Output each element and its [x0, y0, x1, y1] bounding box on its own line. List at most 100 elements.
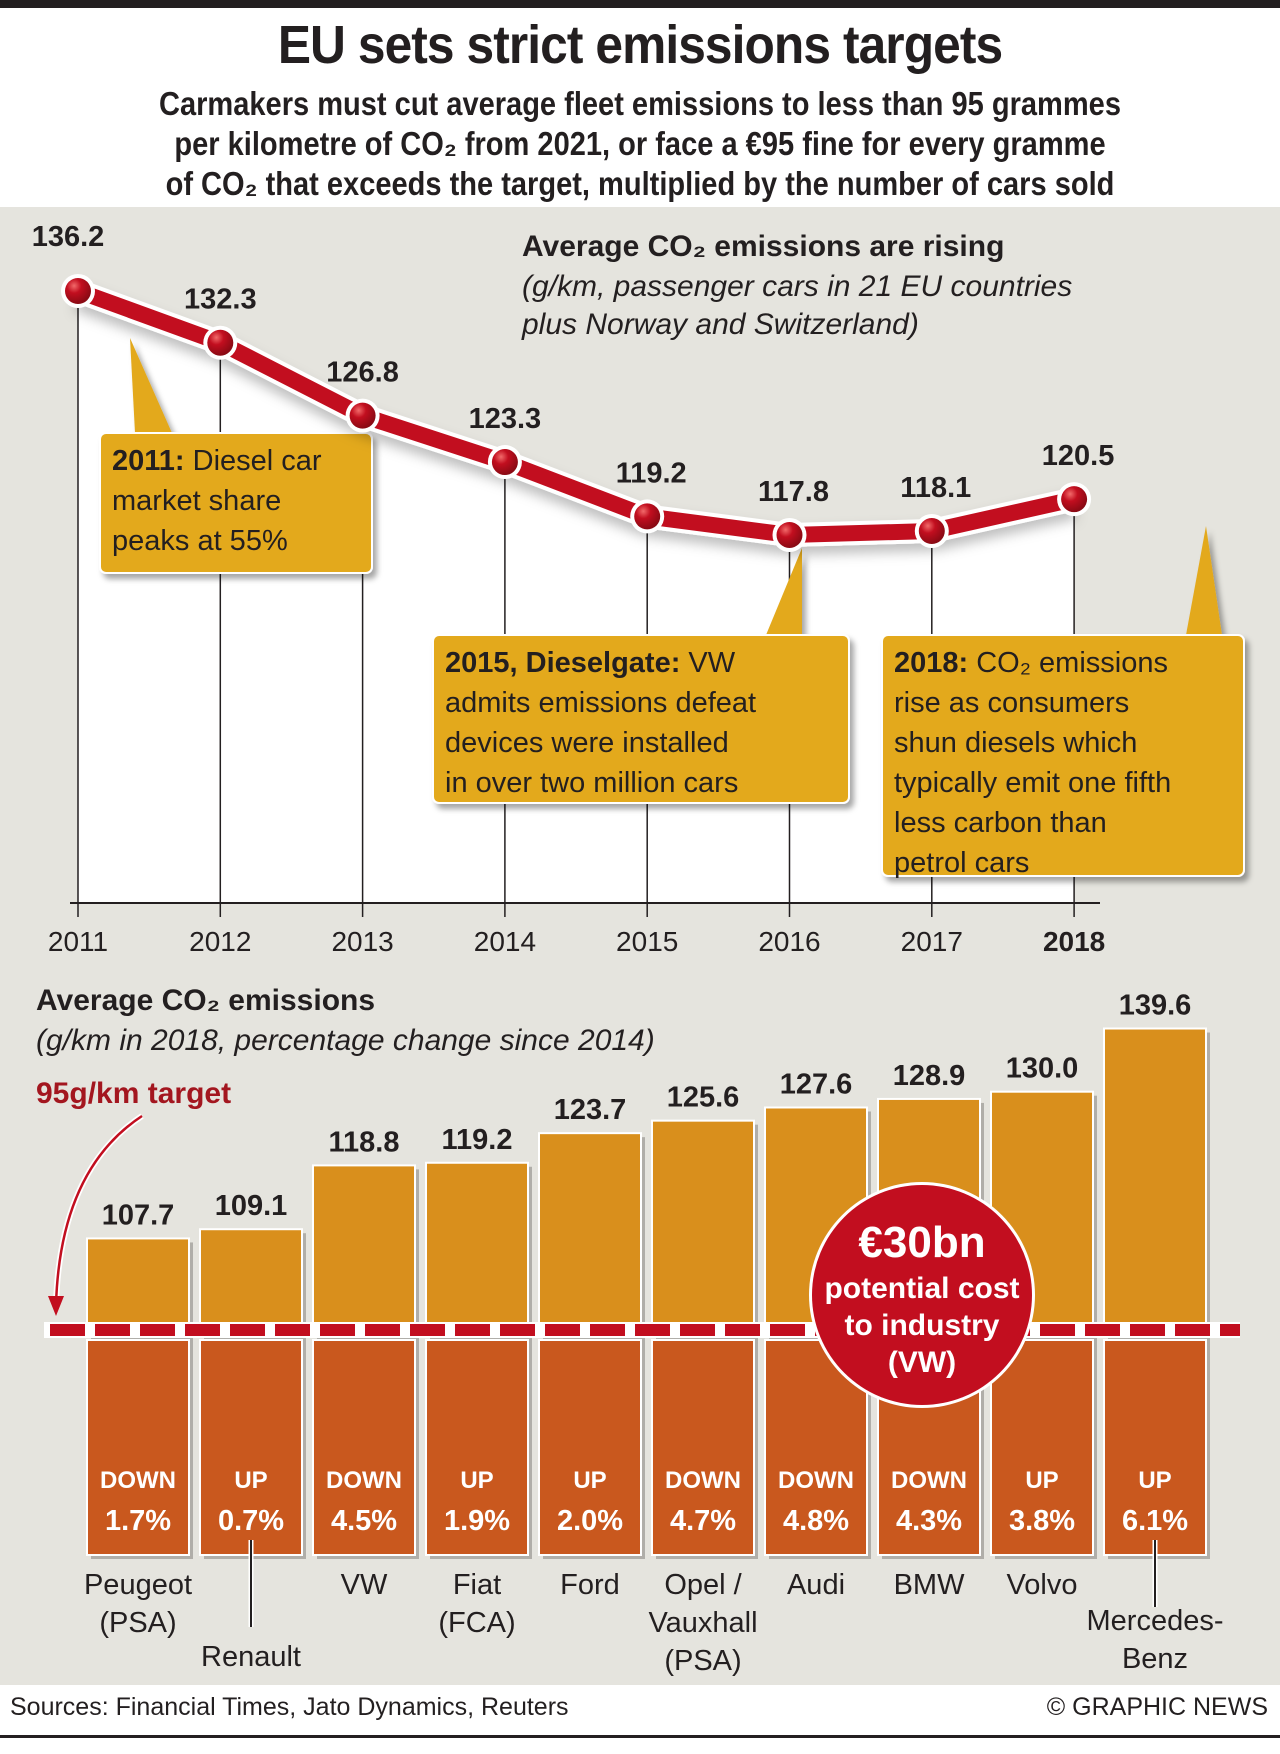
data-label: 118.1: [900, 472, 971, 504]
copyright-text: © GRAPHIC NEWS: [1046, 1693, 1268, 1721]
callout-box: [432, 634, 850, 804]
change-direction: UP: [460, 1467, 493, 1494]
bar-lower: [86, 1339, 190, 1556]
bar-lower: [990, 1339, 1094, 1556]
callout-amount: €30bn: [858, 1218, 985, 1267]
bar-value-label: 123.7: [554, 1094, 627, 1126]
change-pct: 0.7%: [218, 1505, 284, 1537]
change-pct: 1.9%: [444, 1505, 510, 1537]
change-pct: 4.3%: [896, 1505, 962, 1537]
bar: [651, 1119, 758, 1559]
data-point: [1061, 486, 1088, 513]
change-direction: DOWN: [100, 1467, 176, 1494]
callout-pointer: [1186, 526, 1222, 635]
arrow-head-icon: [48, 1296, 64, 1316]
bar-value-label: 128.9: [893, 1060, 966, 1092]
bar-value-label: 125.6: [667, 1082, 740, 1114]
bar-upper: [86, 1237, 190, 1331]
bar: [86, 1237, 193, 1559]
change-pct: 4.7%: [670, 1505, 736, 1537]
category-label: (FCA): [438, 1607, 515, 1639]
category-label: Opel /: [664, 1569, 742, 1601]
category-label: VW: [341, 1569, 388, 1601]
series-line: [75, 283, 1076, 543]
bar-lower: [1103, 1339, 1207, 1556]
category-label: Audi: [787, 1569, 845, 1601]
category-label: (PSA): [664, 1645, 741, 1677]
category-label: Vauxhall: [648, 1607, 757, 1639]
bar: [425, 1161, 532, 1559]
bar-upper: [425, 1161, 529, 1332]
x-tick-label: 2016: [758, 926, 820, 957]
bar-upper: [199, 1228, 303, 1332]
x-tick-label: 2013: [331, 926, 393, 957]
bar-lower: [651, 1339, 755, 1556]
callout-text: peaks at 55%: [112, 525, 288, 557]
callout-pointer: [766, 548, 802, 635]
data-point: [65, 278, 91, 304]
category-label: Benz: [1122, 1643, 1188, 1675]
callout-pointer: [130, 338, 172, 433]
callout-text: typically emit one fifth: [894, 767, 1171, 799]
change-pct: 2.0%: [557, 1505, 623, 1537]
callout-text: petrol cars: [894, 847, 1029, 879]
bar-lower: [538, 1339, 642, 1556]
bar-upper: [1103, 1027, 1207, 1331]
annotation-callout: [99, 338, 373, 574]
change-direction: UP: [234, 1467, 267, 1494]
change-pct: 4.5%: [331, 1505, 397, 1537]
bar-value-label: 139.6: [1119, 990, 1192, 1022]
callout-box: [881, 634, 1245, 877]
category-label: Peugeot: [84, 1569, 192, 1601]
callout-line: to industry: [845, 1309, 1000, 1342]
callout-line: (VW): [888, 1346, 956, 1379]
target-label: 95g/km target: [36, 1077, 231, 1110]
data-label: 117.8: [758, 476, 829, 508]
sources-text: Sources: Financial Times, Jato Dynamics,…: [10, 1693, 569, 1721]
data-point: [491, 449, 518, 476]
callout-text: market share: [112, 485, 281, 517]
callout-text: 2011: Diesel car: [112, 445, 322, 477]
bar-lower: [764, 1339, 868, 1556]
bar-chart: Average CO₂ emissions (g/km in 2018, per…: [36, 984, 1240, 1677]
bar-value-label: 130.0: [1006, 1053, 1079, 1085]
page-subtitle: Carmakers must cut average fleet emissio…: [77, 84, 1203, 204]
data-label: 126.8: [326, 357, 399, 389]
x-tick-label: 2011: [48, 926, 108, 957]
category-label: Fiat: [453, 1569, 501, 1601]
cost-callout: €30bn potential cost to industry (VW): [809, 1182, 1035, 1408]
bar-lower: [312, 1339, 416, 1556]
footer: Sources: Financial Times, Jato Dynamics,…: [0, 1685, 1280, 1738]
category-label: BMW: [894, 1569, 966, 1601]
bar-value-label: 119.2: [442, 1124, 513, 1156]
bar-value-label: 127.6: [780, 1068, 853, 1100]
bar: [538, 1132, 645, 1559]
category-label: Renault: [201, 1641, 301, 1673]
data-label: 132.3: [184, 284, 257, 316]
change-direction: DOWN: [665, 1467, 741, 1494]
change-direction: DOWN: [891, 1467, 967, 1494]
bar-value-label: 109.1: [215, 1190, 288, 1222]
bar-upper: [538, 1132, 642, 1332]
top-bar: [0, 0, 1280, 8]
bar-chart-title: Average CO₂ emissions: [36, 984, 375, 1017]
x-tick-label: 2012: [189, 926, 251, 957]
bar: [312, 1164, 419, 1559]
change-pct: 6.1%: [1122, 1505, 1188, 1537]
bar: [1103, 1027, 1210, 1559]
data-point: [918, 518, 945, 545]
line-chart: 2011 2012 2013 2014 2015 2016 2017 2018 2011: D…: [32, 221, 1245, 957]
category-label: Mercedes-: [1087, 1605, 1224, 1637]
callout-text: 2015, Dieselgate: VW: [445, 647, 736, 679]
x-tick-label: 2015: [616, 926, 678, 957]
change-direction: UP: [573, 1467, 606, 1494]
data-point: [776, 521, 803, 548]
line-chart-subtitle: plus Norway and Switzerland): [521, 308, 919, 341]
change-direction: DOWN: [326, 1467, 402, 1494]
callout-line: potential cost: [824, 1272, 1019, 1305]
data-point: [349, 402, 376, 429]
callout-text: 2018: CO₂ emissions: [894, 647, 1168, 679]
callout-text: in over two million cars: [445, 767, 738, 799]
data-label: 120.5: [1042, 440, 1115, 472]
